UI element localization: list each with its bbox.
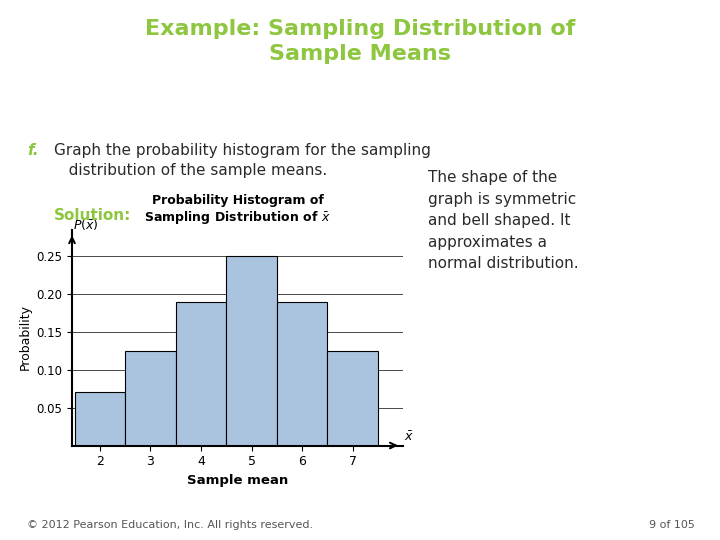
Text: 9 of 105: 9 of 105 — [649, 520, 695, 530]
Text: $\bar{x}$: $\bar{x}$ — [404, 430, 414, 444]
Text: Graph the probability histogram for the sampling
   distribution of the sample m: Graph the probability histogram for the … — [54, 143, 431, 178]
Bar — [276, 301, 328, 446]
Bar — [328, 351, 378, 445]
Bar — [226, 256, 276, 446]
Text: The shape of the
graph is symmetric
and bell shaped. It
approximates a
normal di: The shape of the graph is symmetric and … — [428, 170, 579, 272]
Text: Solution:: Solution: — [54, 208, 131, 223]
Y-axis label: Probability: Probability — [19, 305, 32, 370]
Text: © 2012 Pearson Education, Inc. All rights reserved.: © 2012 Pearson Education, Inc. All right… — [27, 520, 313, 530]
Title: Probability Histogram of
Sampling Distribution of $\bar{x}$: Probability Histogram of Sampling Distri… — [144, 194, 331, 226]
X-axis label: Sample mean: Sample mean — [187, 474, 288, 487]
Bar — [125, 351, 176, 445]
Bar — [176, 301, 226, 446]
Bar — [75, 393, 125, 446]
Text: f.: f. — [27, 143, 39, 158]
Text: Example: Sampling Distribution of
Sample Means: Example: Sampling Distribution of Sample… — [145, 19, 575, 64]
Text: $P(\bar{x})$: $P(\bar{x})$ — [73, 217, 99, 232]
